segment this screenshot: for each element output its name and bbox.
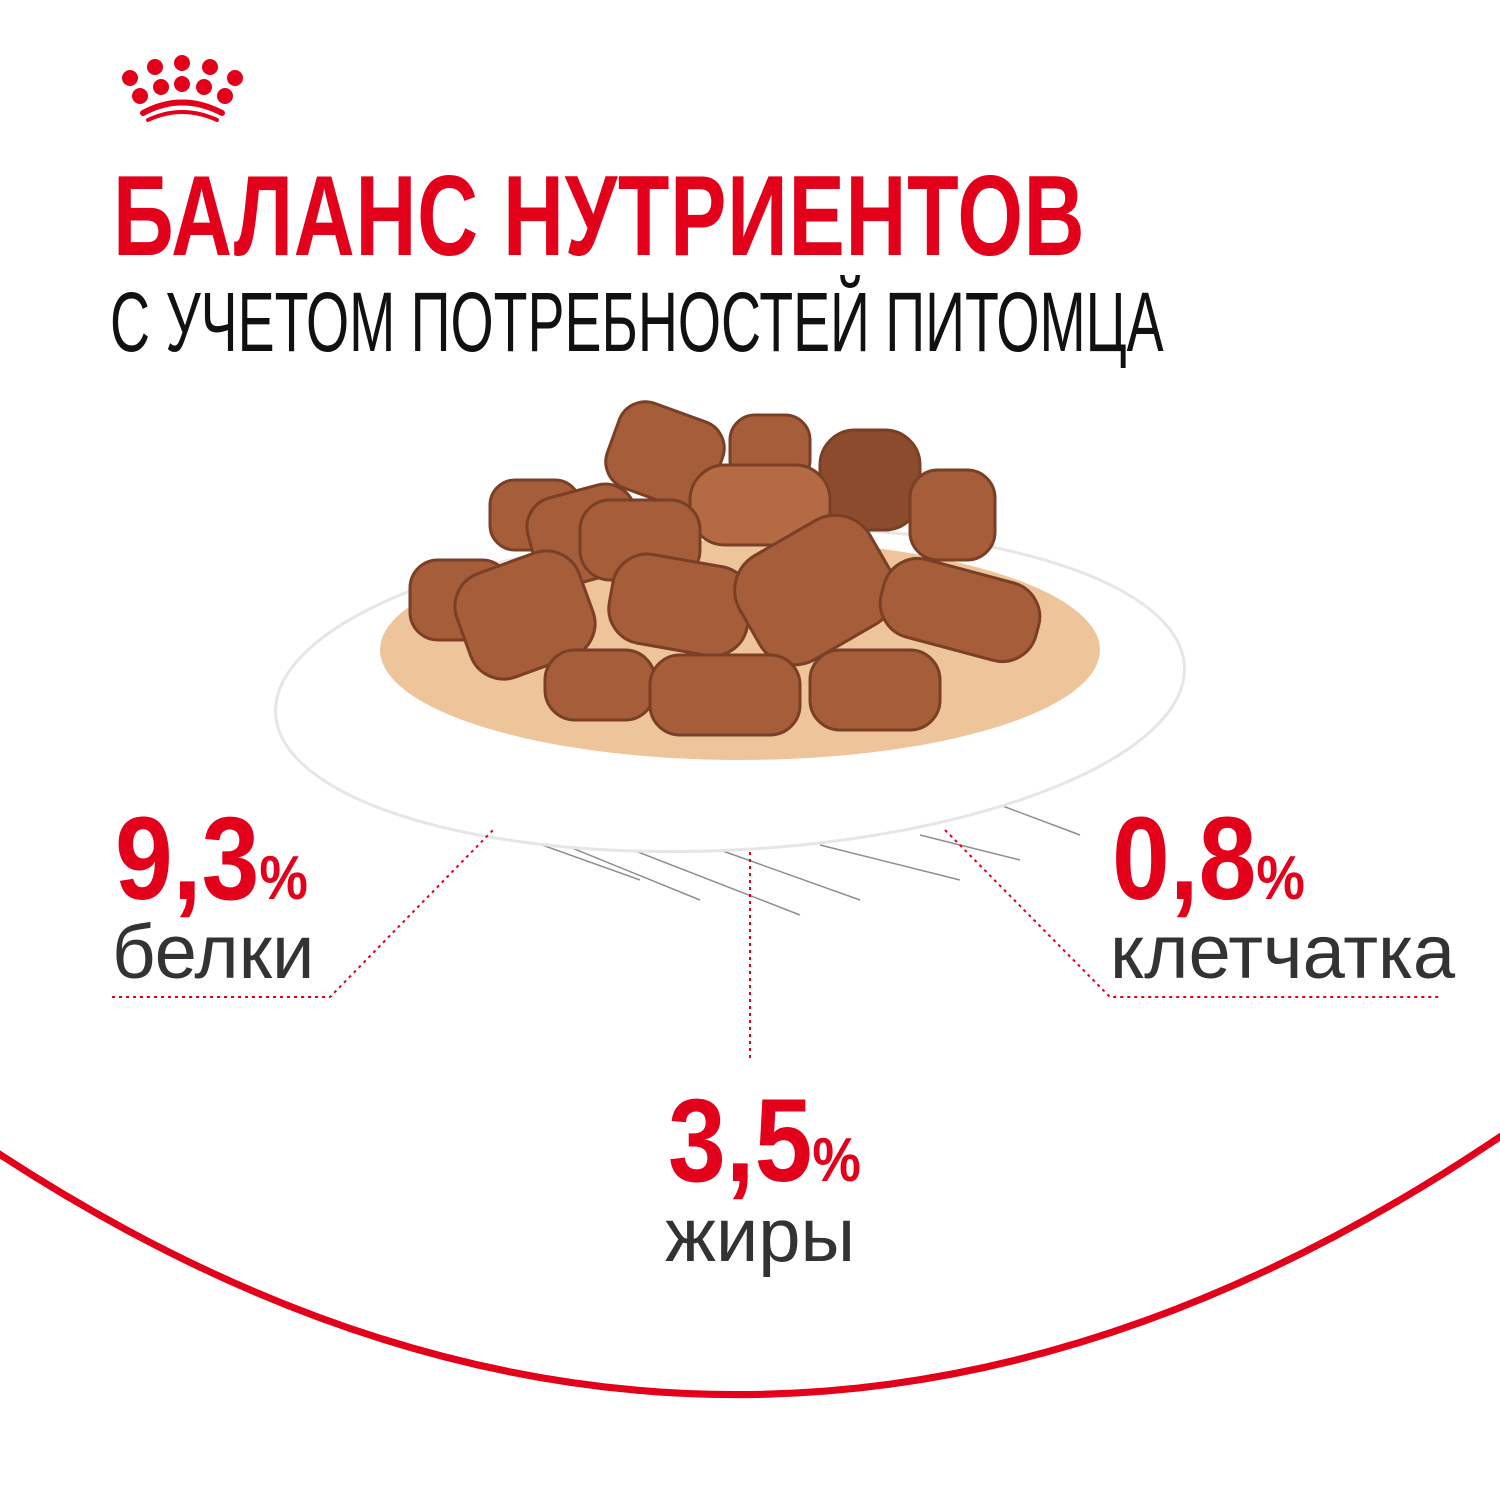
fiber-label: клетчатка (1110, 910, 1456, 995)
page-subtitle: С УЧЕТОМ ПОТРЕБНОСТЕЙ ПИТОМЦА (110, 275, 1164, 369)
protein-label: белки (112, 910, 315, 995)
page-title: БАЛАНС НУТРИЕНТОВ (113, 153, 1086, 280)
protein-value: 9,3% (115, 800, 308, 918)
food-chunks (408, 400, 1042, 737)
leader-lines (112, 827, 1442, 1060)
protein-number: 9,3 (115, 793, 260, 925)
royal-crown-logo (122, 55, 243, 122)
plate-shadow (499, 804, 1081, 916)
fat-number: 3,5 (668, 1075, 813, 1207)
fiber-number: 0,8 (1112, 793, 1257, 925)
fat-value: 3,5% (668, 1082, 861, 1200)
bottom-arc (0, 1132, 1500, 1398)
fat-label: жиры (665, 1193, 856, 1278)
fiber-value: 0,8% (1112, 800, 1305, 918)
fiber-unit: % (1256, 844, 1305, 913)
protein-unit: % (259, 844, 308, 913)
fat-unit: % (812, 1126, 861, 1195)
